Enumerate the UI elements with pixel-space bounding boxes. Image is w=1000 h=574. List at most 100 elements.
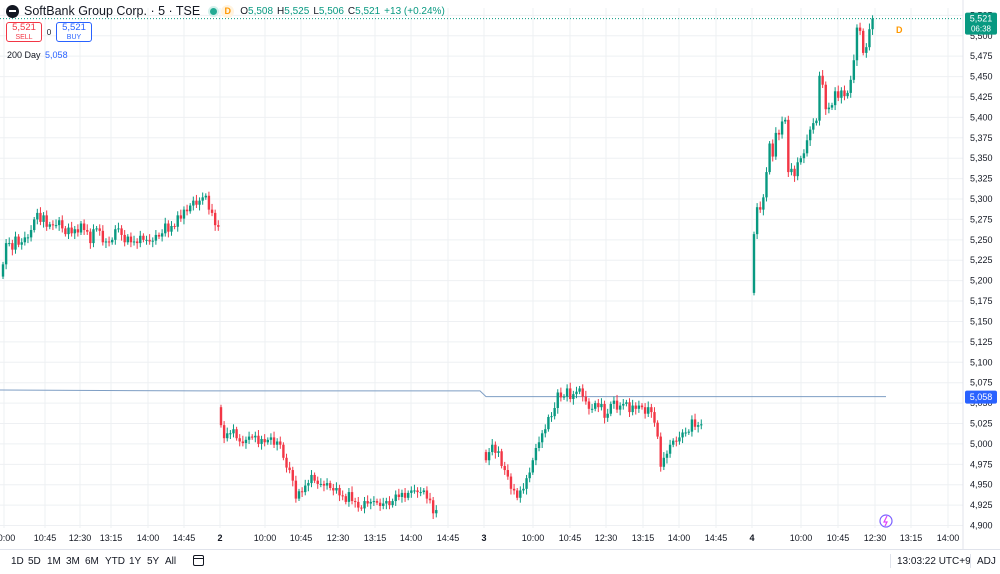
indicator-legend[interactable]: 200 Day 5,058 [7, 50, 68, 60]
candle-body [353, 501, 357, 503]
candle-body [693, 419, 697, 427]
range-button-1m[interactable]: 1M [47, 556, 61, 567]
ohlc-open: O5,508 [240, 5, 274, 17]
candle-body [846, 92, 849, 97]
candle-body [269, 437, 273, 440]
candle-body [388, 501, 391, 506]
moving-average-line [0, 389, 886, 398]
candle-body [219, 407, 223, 426]
range-button-ytd[interactable]: YTD [105, 556, 125, 567]
candle-body [556, 392, 559, 408]
candle-body [672, 440, 675, 445]
price-tick-label: 5,200 [970, 276, 993, 286]
candle-body [232, 429, 235, 434]
candle-body [431, 500, 435, 514]
candle-body [54, 225, 58, 227]
time-tick-label: 10:45 [827, 533, 850, 543]
price-tick-label: 5,100 [970, 357, 993, 367]
time-tick-label: 13:15 [900, 533, 923, 543]
symbol-title[interactable]: SoftBank Group Corp. · 5 · TSE [24, 4, 201, 18]
candle-body [117, 228, 120, 230]
time-axis[interactable]: 10:00 10:45 12:30 13:15 14:00 14:45 2 10:00 10:4… [0, 533, 959, 543]
candle-body [325, 483, 329, 486]
sell-button[interactable]: 5,521 SELL [6, 22, 42, 42]
toolbar-divider [970, 554, 971, 568]
dividend-marker-icon: D [896, 25, 903, 35]
price-tick-label: 5,475 [970, 51, 993, 61]
candle-body [562, 396, 566, 398]
range-button-1d[interactable]: 1D [11, 556, 24, 567]
candle-body [357, 501, 360, 508]
candle-body [569, 388, 572, 400]
price-chart[interactable]: 4,9004,9254,9504,9755,0005,0255,0505,075… [0, 0, 1000, 549]
candle-body [394, 494, 397, 502]
candle-body [425, 490, 429, 499]
ohlc-low: L5,506 [313, 5, 344, 17]
candle-body [868, 29, 871, 48]
candle-body [400, 492, 404, 497]
bottom-toolbar: 1D 5D 1M 3M 6M YTD 1Y 5Y All 13:03:22 UTC+9 ADJ [0, 549, 1000, 574]
range-button-all[interactable]: All [165, 556, 177, 567]
candle-body [650, 407, 653, 413]
toolbar-divider [890, 554, 891, 568]
range-button-3m[interactable]: 3M [66, 556, 80, 567]
candle-body [799, 158, 802, 163]
candle-body [407, 492, 410, 498]
candle-body [662, 457, 666, 467]
candle-body [808, 129, 812, 141]
time-tick-label: 14:45 [437, 533, 460, 543]
candle-body [176, 215, 179, 227]
candle-body [628, 402, 631, 413]
candle-body [279, 441, 282, 445]
range-button-6m[interactable]: 6M [85, 556, 99, 567]
candle-body [802, 153, 806, 159]
candle-body [815, 120, 818, 124]
candle-body [313, 474, 316, 481]
candle-body [285, 457, 288, 468]
candle-body [297, 491, 301, 499]
candle-body [92, 229, 95, 244]
calendar-icon[interactable] [193, 555, 204, 566]
chart-grid [0, 8, 963, 528]
time-tick-label: 10:00 [522, 533, 545, 543]
buy-button[interactable]: 5,521 BUY [56, 22, 92, 42]
candle-body [403, 492, 407, 498]
clock-timezone[interactable]: 13:03:22 UTC+9 [897, 556, 971, 567]
candle-body [659, 436, 662, 467]
candle-body [790, 168, 793, 173]
candle-body [581, 388, 584, 397]
symbol-logo-icon [6, 4, 19, 18]
range-button-1y[interactable]: 1Y [129, 556, 142, 567]
candle-body [419, 492, 422, 494]
candle-body [840, 90, 843, 98]
candle-body [528, 472, 531, 479]
candle-body [410, 490, 413, 493]
candle-body [235, 429, 238, 439]
candle-body [229, 433, 232, 435]
candle-body [824, 84, 827, 110]
candles [1, 15, 874, 520]
candle-body [372, 501, 376, 503]
candle-body [204, 195, 207, 198]
candle-body [288, 467, 291, 471]
adjust-toggle[interactable]: ADJ [977, 556, 996, 567]
price-tick-label: 5,300 [970, 194, 993, 204]
price-axis[interactable]: 4,9004,9254,9504,9755,0005,0255,0505,075… [962, 0, 993, 549]
price-tick-label: 5,250 [970, 235, 993, 245]
candle-body [120, 228, 123, 235]
candle-body [139, 235, 142, 244]
candle-body [422, 490, 425, 493]
range-button-5d[interactable]: 5D [28, 556, 41, 567]
candle-body [294, 480, 298, 499]
candle-body [391, 501, 394, 506]
candle-body [500, 451, 503, 466]
candle-body [597, 403, 600, 408]
candle-body [107, 241, 111, 243]
range-button-5y[interactable]: 5Y [147, 556, 160, 567]
candle-body [73, 229, 76, 234]
candle-body [126, 236, 129, 243]
dividend-badge[interactable]: D [221, 4, 235, 18]
candle-body [852, 60, 856, 80]
candle-body [821, 75, 824, 85]
